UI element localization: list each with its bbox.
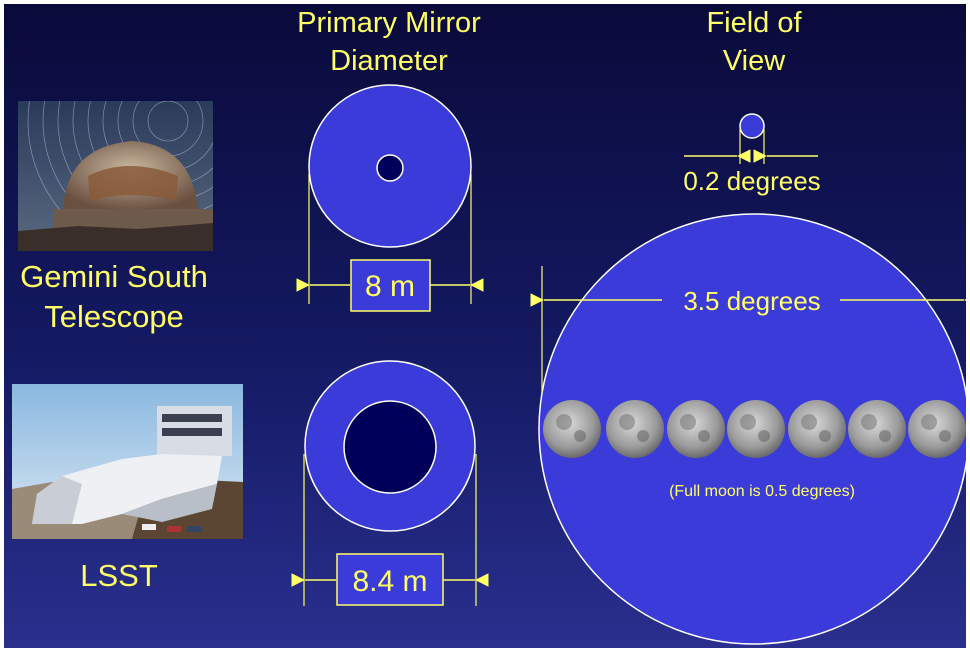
lsst-dim-box (336, 553, 444, 606)
mirror-heading: Primary Mirror Diameter (259, 4, 519, 80)
gemini-mirror: 8 m (296, 84, 484, 312)
moon-6 (848, 400, 906, 458)
moon-1 (543, 400, 601, 458)
gemini-mirror-hole (376, 154, 404, 182)
lsst-mirror: 8.4 m (291, 360, 489, 606)
gemini-fov-circle (739, 113, 765, 139)
moon-4 (727, 400, 785, 458)
lsst-fov-label: 3.5 degrees (683, 286, 820, 316)
mirror-heading-line2: Diameter (330, 45, 448, 77)
gemini-fov: 0.2 degrees (683, 113, 821, 196)
mirror-heading-line1: Primary Mirror (297, 7, 481, 39)
moon-5 (788, 400, 846, 458)
moon-2 (606, 400, 664, 458)
moon-3 (667, 400, 725, 458)
gemini-label-line2: Telescope (44, 299, 184, 334)
lsst-label: LSST (59, 556, 179, 596)
moon-row (543, 400, 966, 458)
slide: Primary Mirror Diameter Field of View (4, 4, 966, 648)
comparison-diagram: 8 m 8.4 m 0.2 degrees (291, 84, 966, 645)
lsst-mirror-hole (343, 400, 437, 494)
moon-note: (Full moon is 0.5 degrees) (669, 483, 855, 500)
gemini-label: Gemini South Telescope (4, 257, 224, 337)
fov-heading-line2: View (722, 45, 786, 77)
fov-heading: Field of View (644, 4, 864, 80)
gemini-label-line1: Gemini South (20, 259, 208, 294)
gemini-fov-label: 0.2 degrees (683, 166, 820, 196)
gemini-telescope-photo (18, 101, 213, 251)
lsst-fov: 3.5 degrees (Full moon is 0.5 degrees) (530, 213, 966, 645)
lsst-label-text: LSST (80, 558, 158, 593)
lsst-mirror-diameter: 8.4 m (352, 565, 427, 598)
fov-heading-line1: Field of (706, 7, 802, 39)
gemini-dim-box (350, 259, 431, 312)
moon-7 (908, 400, 966, 458)
lsst-telescope-photo (12, 384, 243, 539)
gemini-mirror-diameter: 8 m (365, 270, 415, 303)
